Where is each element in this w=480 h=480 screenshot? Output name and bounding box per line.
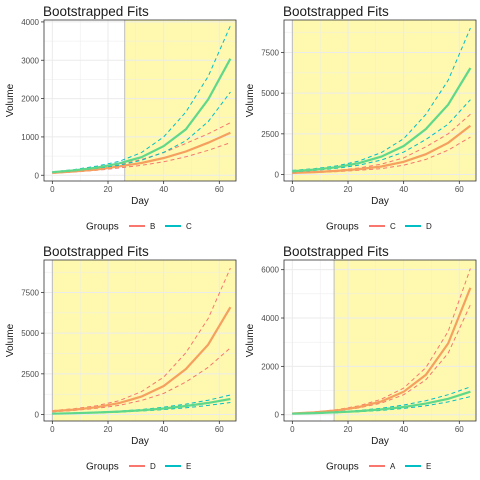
- chart-panel-1: Bootstrapped Fits 0 20 40 60 0 1000 2000 3000 400…: [5, 4, 237, 233]
- x-tick-label: 40: [159, 185, 168, 194]
- x-tick-label: 60: [215, 185, 224, 194]
- y-tick-label: 6000: [261, 266, 279, 275]
- series-D-fit-line: [292, 67, 472, 173]
- y-tick-label: 4000: [21, 18, 39, 27]
- series-A-fit-line: [292, 287, 472, 415]
- legend-label-E: E: [426, 462, 431, 471]
- x-tick-label: 0: [290, 185, 295, 194]
- series-E-fit-line: [292, 390, 471, 415]
- legend-label-E: E: [186, 462, 191, 471]
- y-tick-label: 0: [35, 410, 40, 419]
- legend: Groups C D: [326, 222, 432, 233]
- chart-title: Bootstrapped Fits: [43, 4, 149, 19]
- y-tick-label: 4000: [261, 314, 279, 323]
- y-tick-label: 2000: [261, 362, 279, 371]
- series-C-fit-line: [292, 124, 472, 174]
- x-axis-title: Day: [371, 196, 389, 207]
- x-tick-label: 40: [159, 425, 168, 434]
- legend-label-C: C: [390, 222, 396, 231]
- x-tick-label: 20: [344, 185, 353, 194]
- series-B-fit-line: [52, 131, 231, 174]
- x-tick-label: 20: [104, 185, 113, 194]
- y-tick-label: 7500: [261, 49, 279, 58]
- highlight-region: [52, 260, 236, 421]
- series-D-fit-line: [52, 306, 232, 413]
- legend-label-D: D: [426, 222, 432, 231]
- series-D-upper-bound: [52, 267, 231, 412]
- y-axis-title: Volume: [245, 323, 256, 357]
- legend-label-D: D: [150, 462, 156, 471]
- y-tick-label: 5000: [261, 89, 279, 98]
- y-tick-label: 0: [275, 411, 280, 420]
- chart-panel-4: Bootstrapped Fits 0 20 40 60 0 2000 4000 6000 Day…: [245, 244, 477, 473]
- y-tick-label: 2500: [261, 130, 279, 139]
- chart-panel-2: Bootstrapped Fits 0 20 40 60 0 2500 5000 7500 Day…: [245, 4, 477, 233]
- legend: Groups D E: [86, 462, 191, 473]
- panel-border: [43, 259, 237, 422]
- panel-border: [283, 19, 477, 182]
- y-tick-label: 2000: [21, 95, 39, 104]
- x-tick-label: 60: [455, 185, 464, 194]
- panel-border: [43, 19, 237, 182]
- legend-title: Groups: [326, 222, 359, 233]
- legend-title: Groups: [86, 462, 119, 473]
- y-axis-title: Volume: [5, 83, 16, 117]
- legend-label-B: B: [150, 222, 155, 231]
- x-axis-title: Day: [371, 436, 389, 447]
- y-axis-title: Volume: [245, 83, 256, 117]
- legend-label-C: C: [186, 222, 192, 231]
- y-axis-title: Volume: [5, 323, 16, 357]
- y-tick-label: 0: [275, 170, 280, 179]
- x-tick-label: 20: [104, 425, 113, 434]
- y-tick-label: 3000: [21, 56, 39, 65]
- y-tick-label: 1000: [21, 133, 39, 142]
- panel-border: [283, 259, 477, 422]
- legend-label-A: A: [390, 462, 396, 471]
- legend-title: Groups: [86, 222, 119, 233]
- chart-title: Bootstrapped Fits: [283, 244, 389, 259]
- y-tick-label: 0: [35, 171, 40, 180]
- x-tick-label: 60: [215, 425, 224, 434]
- y-tick-label: 5000: [21, 329, 39, 338]
- x-tick-label: 0: [50, 185, 55, 194]
- series-C-fit-line: [52, 58, 232, 174]
- x-axis-title: Day: [131, 436, 149, 447]
- y-tick-label: 2500: [21, 370, 39, 379]
- x-tick-label: 20: [344, 425, 353, 434]
- x-tick-label: 60: [455, 425, 464, 434]
- y-tick-label: 7500: [21, 289, 39, 298]
- chart-title: Bootstrapped Fits: [43, 244, 149, 259]
- legend: Groups A E: [326, 462, 431, 473]
- highlight-region: [292, 20, 476, 181]
- chart-title: Bootstrapped Fits: [283, 4, 389, 19]
- x-tick-label: 0: [290, 425, 295, 434]
- legend: Groups B C: [86, 222, 192, 233]
- series-E-fit-line: [52, 397, 231, 415]
- x-axis-title: Day: [131, 196, 149, 207]
- x-tick-label: 40: [399, 185, 408, 194]
- x-tick-label: 40: [399, 425, 408, 434]
- legend-title: Groups: [326, 462, 359, 473]
- x-tick-label: 0: [50, 425, 55, 434]
- chart-panel-3: Bootstrapped Fits 0 20 40 60 0 2500 5000 7500 Day…: [5, 244, 237, 473]
